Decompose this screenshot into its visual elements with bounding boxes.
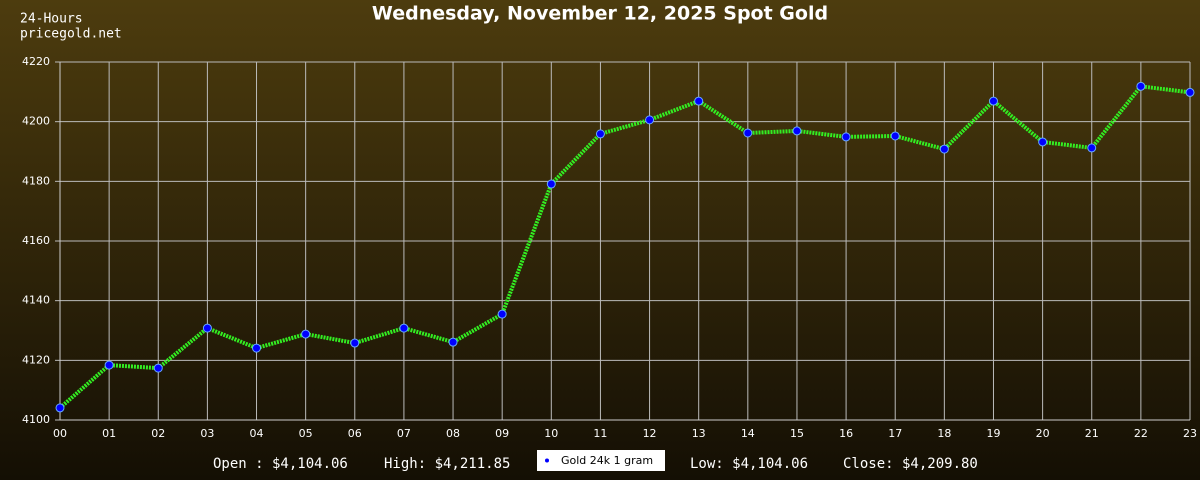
y-tick-label: 4100: [22, 413, 50, 426]
x-tick-label: 18: [937, 427, 951, 440]
data-point: [694, 96, 704, 106]
legend-marker: [545, 458, 549, 463]
data-point: [1185, 87, 1195, 97]
y-tick-label: 4140: [22, 294, 50, 307]
data-point: [153, 363, 163, 373]
data-point: [988, 96, 998, 106]
data-point: [1038, 137, 1048, 147]
y-tick-label: 4180: [22, 174, 50, 187]
x-tick-label: 23: [1183, 427, 1197, 440]
data-point: [595, 129, 605, 139]
footer-stat: Open : $4,104.06: [213, 456, 348, 472]
footer-stat: Low: $4,104.06: [690, 456, 808, 472]
data-point: [546, 179, 556, 189]
data-point: [1136, 81, 1146, 91]
x-tick-label: 06: [348, 427, 362, 440]
data-point: [497, 309, 507, 319]
x-tick-label: 16: [839, 427, 853, 440]
data-point: [448, 337, 458, 347]
x-tick-label: 03: [200, 427, 214, 440]
x-tick-label: 12: [643, 427, 657, 440]
x-tick-label: 05: [299, 427, 313, 440]
y-tick-label: 4220: [22, 55, 50, 68]
data-point: [792, 126, 802, 136]
legend-label: Gold 24k 1 gram: [561, 454, 653, 467]
x-tick-label: 19: [986, 427, 1000, 440]
y-tick-label: 4120: [22, 353, 50, 366]
data-point: [350, 338, 360, 348]
x-tick-label: 02: [151, 427, 165, 440]
x-tick-label: 07: [397, 427, 411, 440]
header-text: pricegold.net: [20, 27, 122, 42]
data-point: [890, 131, 900, 141]
data-point: [104, 360, 114, 370]
data-point: [743, 128, 753, 138]
data-point: [841, 132, 851, 142]
x-tick-label: 21: [1085, 427, 1099, 440]
chart-title: Wednesday, November 12, 2025 Spot Gold: [372, 3, 828, 25]
legend-box: [537, 450, 665, 471]
x-tick-label: 01: [102, 427, 116, 440]
x-tick-label: 17: [888, 427, 902, 440]
x-tick-label: 00: [53, 427, 67, 440]
data-point: [252, 343, 262, 353]
x-tick-label: 13: [692, 427, 706, 440]
data-point: [55, 403, 65, 413]
data-point: [939, 144, 949, 154]
footer-stat: High: $4,211.85: [384, 456, 510, 472]
data-point: [645, 115, 655, 125]
data-point: [399, 323, 409, 333]
y-tick-label: 4160: [22, 234, 50, 247]
x-tick-label: 14: [741, 427, 755, 440]
footer-stat: Close: $4,209.80: [843, 456, 978, 472]
x-tick-label: 20: [1036, 427, 1050, 440]
x-tick-label: 11: [593, 427, 607, 440]
series-line: [58, 84, 1191, 410]
data-point: [202, 323, 212, 333]
y-tick-label: 4200: [22, 115, 50, 128]
x-tick-label: 04: [250, 427, 264, 440]
x-tick-label: 08: [446, 427, 460, 440]
x-tick-label: 09: [495, 427, 509, 440]
x-tick-label: 22: [1134, 427, 1148, 440]
data-point: [301, 329, 311, 339]
x-tick-label: 15: [790, 427, 804, 440]
x-tick-label: 10: [544, 427, 558, 440]
header-text: 24-Hours: [20, 12, 83, 27]
data-point: [1087, 143, 1097, 153]
